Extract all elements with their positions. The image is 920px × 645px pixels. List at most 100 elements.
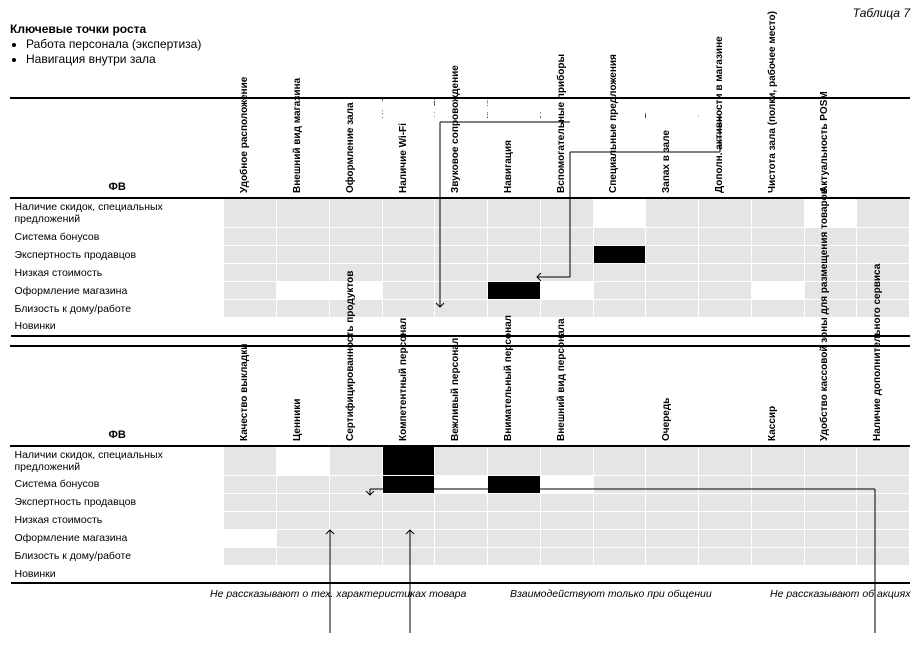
matrix-cell xyxy=(646,565,699,583)
matrix-cell xyxy=(804,264,857,282)
matrix-cell xyxy=(646,264,699,282)
matrix-cell xyxy=(540,264,593,282)
matrix-cell xyxy=(329,511,382,529)
matrix-table: ФВУдобное расположениеВнешний вид магази… xyxy=(10,97,910,337)
column-header-label: Кассир xyxy=(767,405,778,440)
matrix-cell xyxy=(540,300,593,318)
matrix-cell xyxy=(224,547,277,565)
column-header-label: Компетентный персонал xyxy=(398,317,409,440)
matrix-cell xyxy=(277,475,330,493)
matrix-table: ФВКачество выкладкиЦенникиСертифицирован… xyxy=(10,345,910,585)
matrix-cell xyxy=(277,228,330,246)
matrix-cell xyxy=(699,547,752,565)
matrix-cell xyxy=(382,264,435,282)
matrix-cell xyxy=(699,446,752,476)
matrix-cell xyxy=(804,198,857,228)
matrix-cell xyxy=(646,547,699,565)
matrix-cell xyxy=(699,318,752,336)
matrix-cell xyxy=(857,282,910,300)
matrix-cell xyxy=(593,318,646,336)
matrix-cell xyxy=(488,547,541,565)
matrix-cell xyxy=(488,565,541,583)
matrix-cell xyxy=(857,493,910,511)
matrix-cell xyxy=(593,475,646,493)
matrix-cell xyxy=(646,318,699,336)
matrix-cell xyxy=(435,300,488,318)
matrix-cell xyxy=(857,529,910,547)
matrix-cell xyxy=(751,547,804,565)
matrix-cell xyxy=(540,493,593,511)
matrix-cell xyxy=(435,446,488,476)
matrix-cell xyxy=(224,493,277,511)
matrix-cell xyxy=(329,246,382,264)
matrix-cell xyxy=(488,282,541,300)
column-header-label: Внешний вид персонала xyxy=(556,318,567,441)
matrix-block-2: ФВКачество выкладкиЦенникиСертифицирован… xyxy=(10,345,910,607)
column-header xyxy=(857,98,910,198)
annotation: Не рассказывают об акциях xyxy=(770,588,911,600)
column-header: Ценники xyxy=(277,346,330,446)
column-header: Кассир xyxy=(751,346,804,446)
column-header xyxy=(593,346,646,446)
column-header-label: Удобство кассовой зоны для размещения то… xyxy=(819,188,830,441)
matrix-cell xyxy=(593,264,646,282)
matrix-cell xyxy=(277,282,330,300)
matrix-cell xyxy=(540,475,593,493)
matrix-cell xyxy=(540,246,593,264)
matrix-cell xyxy=(277,529,330,547)
matrix-cell xyxy=(329,475,382,493)
matrix-cell xyxy=(804,228,857,246)
row-label: Оформление магазина xyxy=(11,282,224,300)
column-header: Навигация xyxy=(488,98,541,198)
matrix-cell xyxy=(435,511,488,529)
row-label: Наличии скидок, специальных предложений xyxy=(11,446,224,476)
matrix-cell xyxy=(382,282,435,300)
matrix-cell xyxy=(857,198,910,228)
matrix-cell xyxy=(646,300,699,318)
matrix-cell xyxy=(804,300,857,318)
matrix-cell xyxy=(224,511,277,529)
matrix-cell xyxy=(699,475,752,493)
matrix-cell xyxy=(646,475,699,493)
matrix-cell xyxy=(329,565,382,583)
matrix-cell xyxy=(751,264,804,282)
matrix-cell xyxy=(382,198,435,228)
matrix-cell xyxy=(277,446,330,476)
matrix-cell xyxy=(646,246,699,264)
matrix-cell xyxy=(329,198,382,228)
matrix-cell xyxy=(699,198,752,228)
row-label: Новинки xyxy=(11,565,224,583)
matrix-cell xyxy=(857,511,910,529)
matrix-cell xyxy=(435,318,488,336)
matrix-cell xyxy=(804,511,857,529)
row-header-label: ФВ xyxy=(11,98,224,198)
matrix-cell xyxy=(435,565,488,583)
matrix-block-1: Поиск необходимой категориидля ребенка о… xyxy=(10,97,910,337)
matrix-cell xyxy=(751,565,804,583)
matrix-cell xyxy=(382,493,435,511)
matrix-cell xyxy=(699,282,752,300)
matrix-cell xyxy=(382,565,435,583)
matrix-cell xyxy=(751,318,804,336)
matrix-cell xyxy=(699,565,752,583)
matrix-cell xyxy=(857,565,910,583)
matrix-cell xyxy=(277,264,330,282)
matrix-cell xyxy=(488,493,541,511)
matrix-cell xyxy=(593,511,646,529)
column-header: Наличие Wi-Fi xyxy=(382,98,435,198)
matrix-cell xyxy=(804,529,857,547)
matrix-cell xyxy=(435,264,488,282)
matrix-cell xyxy=(382,547,435,565)
matrix-cell xyxy=(751,475,804,493)
matrix-cell xyxy=(329,529,382,547)
matrix-cell xyxy=(224,246,277,264)
matrix-cell xyxy=(699,228,752,246)
matrix-cell xyxy=(277,547,330,565)
column-header: Удобное расположение xyxy=(224,98,277,198)
row-label: Экспертность продавцов xyxy=(11,493,224,511)
matrix-cell xyxy=(435,475,488,493)
matrix-cell xyxy=(488,198,541,228)
matrix-cell xyxy=(593,565,646,583)
column-header-label: Звуковое сопровождение xyxy=(450,65,461,193)
matrix-cell xyxy=(646,446,699,476)
